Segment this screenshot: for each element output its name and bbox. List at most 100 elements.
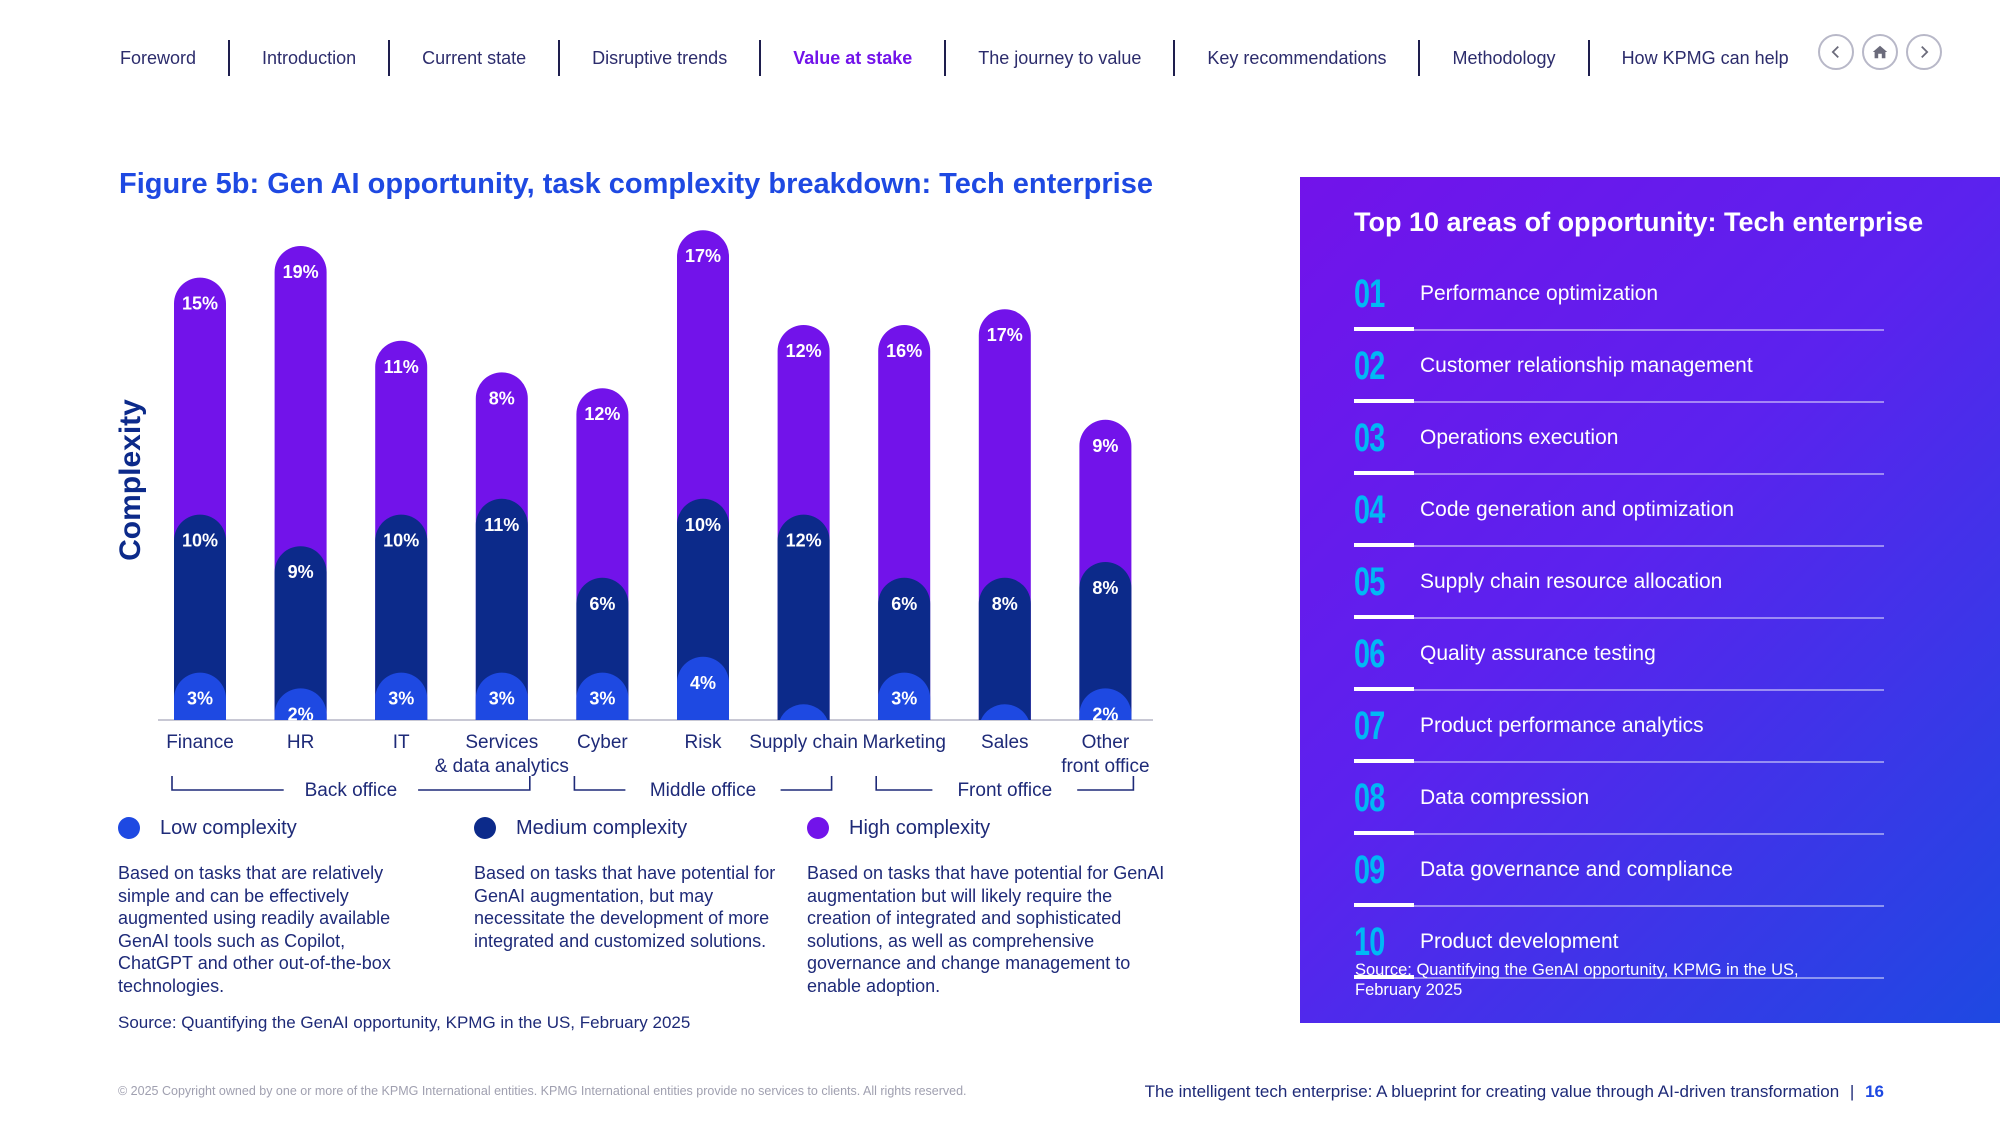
prev-page-button[interactable] [1818,34,1854,70]
data-label: 9% [1092,436,1118,456]
bar-segment-medium-complexity [978,577,1031,720]
bar-segment-medium-complexity [475,498,528,720]
data-label: 3% [589,689,615,709]
data-label: 12% [786,531,822,551]
x-tick-label: Cyber [577,732,628,753]
panel-source: Source: Quantifying the GenAI opportunit… [1355,961,1799,999]
rank-underline [1354,543,1414,547]
group-bracket [573,776,626,791]
footer-doc-title: The intelligent tech enterprise: A bluep… [1145,1082,1884,1102]
opportunity-item: 03 Operations execution [1354,403,1884,475]
x-tick-label: Services [465,732,538,753]
opportunity-rank: 03 [1354,415,1385,460]
legend-label-low: Low complexity [160,816,297,839]
data-label: 3% [891,689,917,709]
nav-item-key-recommendations[interactable]: Key recommendations [1175,40,1421,76]
opportunity-rank: 09 [1354,847,1385,892]
data-label: 3% [187,689,213,709]
legend-swatch-low [118,817,140,839]
data-label: 3% [388,689,414,709]
nav-item-disruptive-trends[interactable]: Disruptive trends [560,40,762,76]
data-label: 11% [484,515,519,535]
x-tick-label: front office [1061,756,1149,777]
data-label: 8% [1092,578,1118,598]
rank-underline [1354,759,1414,763]
data-label: 6% [589,594,615,614]
chart-source: Source: Quantifying the GenAI opportunit… [118,1013,691,1032]
group-label: Middle office [650,780,756,801]
opportunity-label: Performance optimization [1420,282,1659,305]
opportunity-item: 02 Customer relationship management [1354,331,1884,403]
opportunity-item: 01 Performance optimization [1354,259,1884,331]
group-bracket [780,776,833,791]
data-label: 4% [690,673,716,693]
data-label: 10% [685,515,721,535]
legend-label-high: High complexity [849,816,991,839]
home-button[interactable] [1862,34,1898,70]
opportunity-rank: 04 [1354,487,1385,532]
nav-item-foreword[interactable]: Foreword [110,40,231,76]
panel-title: Top 10 areas of opportunity: Tech enterp… [1354,207,1924,237]
data-label: 12% [584,404,620,424]
bar-segment-medium-complexity [274,546,327,720]
data-label: 15% [182,294,218,314]
rank-underline [1354,471,1414,475]
bar-segment-low-complexity [779,704,828,720]
data-label: 8% [489,388,515,408]
rank-underline [1354,399,1414,403]
stacked-bar-chart: Complexity 3% 10% 15% Finance 2% 9% 19% HR 3% 10% 1… [114,230,1153,801]
nav-item-current-state[interactable]: Current state [390,40,561,76]
doc-title: The intelligent tech enterprise: A bluep… [1144,1082,1840,1101]
bar-segment-low-complexity [174,672,226,720]
bar-segment-medium-complexity [1079,562,1132,720]
y-axis-label: Complexity [114,399,147,561]
rank-underline [1354,615,1414,619]
nav-item-how-kpmg-can-help[interactable]: How KPMG can help [1621,48,1789,68]
opportunity-rank: 10 [1354,919,1385,964]
rank-underline [1354,687,1414,691]
x-tick-label: IT [393,732,410,753]
data-label: 3% [489,689,515,709]
data-label: 10% [383,531,419,551]
x-tick-label: Finance [166,732,234,753]
legend-desc-medium: Based on tasks that have potential for G… [474,863,776,951]
opportunity-label: Supply chain resource allocation [1420,570,1723,593]
legend-desc-high: Based on tasks that have potential for G… [807,863,1165,996]
opportunity-item: 05 Supply chain resource allocation [1354,547,1884,619]
opportunity-rank: 08 [1354,775,1385,820]
nav-item-the-journey-to-value[interactable]: The journey to value [946,40,1176,76]
rank-underline [1354,831,1414,835]
group-bracket [1077,776,1135,791]
data-label: 12% [786,341,822,361]
data-label: 17% [685,246,721,266]
footer-separator: | [1849,1082,1855,1101]
legend-swatch-medium [474,817,496,839]
legend-medium: Medium complexity Based on tasks that ha… [474,812,779,952]
opportunity-rank: 07 [1354,703,1385,748]
bar-segment-low-complexity [980,704,1029,720]
figure-title: Figure 5b: Gen AI opportunity, task comp… [119,168,1153,200]
rank-underline [1354,903,1414,907]
opportunity-label: Product development [1420,930,1619,953]
nav-item-introduction[interactable]: Introduction [230,40,391,76]
bar-segment-low-complexity [1079,688,1132,720]
bar-segment-low-complexity [576,672,629,720]
nav-item-methodology[interactable]: Methodology [1420,40,1590,76]
next-page-button[interactable] [1906,34,1942,70]
opportunity-label: Data governance and compliance [1420,858,1733,881]
data-label: 16% [886,341,922,361]
data-label: 8% [992,594,1018,614]
opportunity-label: Customer relationship management [1420,354,1753,377]
x-tick-label: & data analytics [435,756,569,777]
nav-item-value-at-stake[interactable]: Value at stake [761,40,947,76]
group-label: Back office [305,780,398,801]
opportunity-list: 01 Performance optimization 02 Customer rel… [1354,259,1884,979]
rank-underline [1354,327,1414,331]
opportunity-item: 09 Data governance and compliance [1354,835,1884,907]
data-label: 19% [283,262,319,282]
top-nav: Foreword Introduction Current state Disrupt… [110,38,1821,78]
data-label: 9% [288,562,314,582]
opportunity-item: 08 Data compression [1354,763,1884,835]
group-label: Front office [957,780,1052,801]
bar-segment-medium-complexity [174,514,226,720]
